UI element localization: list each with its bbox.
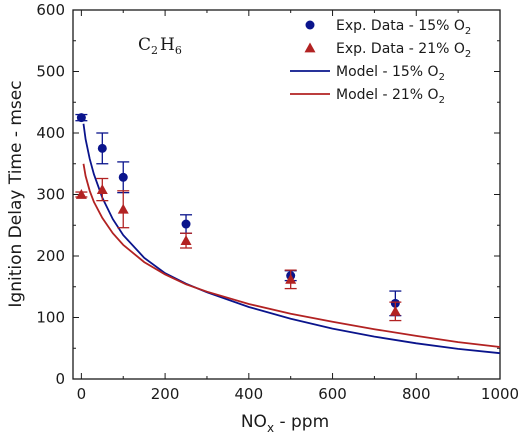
- y-tick-label: 100: [36, 309, 65, 327]
- scatter-series: [75, 177, 402, 322]
- data-point: [389, 305, 401, 316]
- x-tick-label: 1000: [481, 385, 519, 403]
- x-axis-label-sub: x: [267, 421, 274, 435]
- legend-label-text: Exp. Data - 15% O: [336, 18, 465, 34]
- legend-marker: [304, 42, 316, 53]
- x-tick-label: 200: [151, 385, 180, 403]
- legend-marker: [305, 20, 315, 30]
- legend-label: Model - 21% O2: [336, 87, 445, 106]
- legend-label-text: Exp. Data - 21% O: [336, 41, 465, 57]
- legend-label-sub: 2: [439, 95, 445, 106]
- x-axis-label-base: NO: [241, 412, 267, 432]
- data-point: [118, 172, 128, 182]
- legend-label: Model - 15% O2: [336, 64, 445, 83]
- annotation-h-sub: 6: [175, 44, 182, 57]
- x-tick-label: 800: [402, 385, 431, 403]
- legend-label: Exp. Data - 15% O2: [336, 18, 471, 37]
- x-tick-label: 0: [77, 385, 87, 403]
- data-point: [285, 273, 297, 284]
- model-line: [82, 123, 501, 355]
- data-point: [97, 143, 107, 153]
- data-point: [181, 219, 191, 229]
- data-point: [180, 235, 192, 246]
- y-tick-label: 0: [55, 370, 65, 388]
- y-tick-label: 600: [36, 1, 65, 19]
- y-tick-label: 400: [36, 124, 65, 142]
- data-point: [76, 113, 86, 123]
- annotation-c: C: [138, 35, 151, 55]
- y-axis-label: Ignition Delay Time - msec: [6, 80, 26, 307]
- data-point: [75, 189, 87, 199]
- x-tick-label: 400: [235, 385, 264, 403]
- x-axis-label-suffix: - ppm: [274, 412, 329, 432]
- annotation-formula: C2 H6: [138, 35, 182, 57]
- y-tick-label: 200: [36, 247, 65, 265]
- scatter-series: [75, 113, 402, 317]
- legend-label-text: Model - 15% O: [336, 64, 439, 80]
- y-tick-label: 300: [36, 186, 65, 204]
- legend-label: Exp. Data - 21% O2: [336, 41, 471, 60]
- legend-label-sub: 2: [439, 72, 445, 83]
- legend-label-sub: 2: [465, 49, 471, 60]
- series-layer: [75, 113, 501, 355]
- y-tick-label: 500: [36, 63, 65, 81]
- x-tick-label: 600: [318, 385, 347, 403]
- legend-label-text: Model - 21% O: [336, 87, 439, 103]
- x-axis-label: NOx - ppm: [241, 412, 329, 435]
- annotation-h: H: [160, 35, 175, 55]
- legend-label-sub: 2: [465, 26, 471, 37]
- data-point: [117, 203, 129, 214]
- annotation-c-sub: 2: [151, 44, 158, 57]
- model-line: [82, 163, 501, 348]
- axis-ticks: 0 200 400 600 800 1000 0 100 200 300 400 500 600: [36, 1, 519, 403]
- data-point: [96, 184, 108, 194]
